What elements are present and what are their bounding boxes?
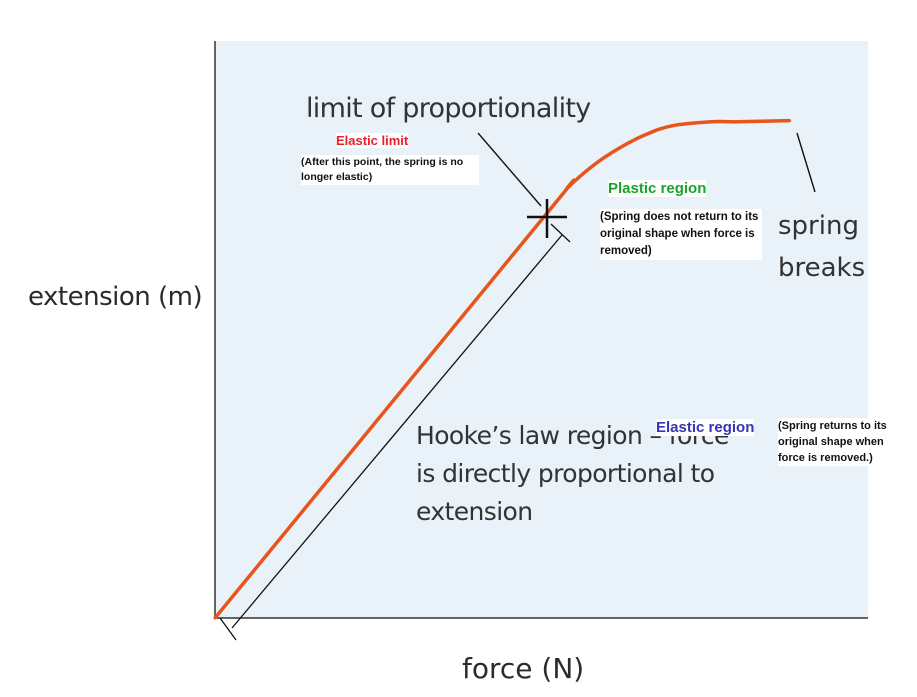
y-axis-label: extension (m) [28, 282, 203, 312]
extension-curve [213, 118, 790, 620]
curve-point-0 [213, 616, 217, 620]
elastic-region-title: Elastic region [656, 419, 755, 436]
elastic-limit-note: (After this point, the spring is no long… [301, 155, 479, 185]
curve-point-8 [735, 120, 739, 124]
curve-point-9 [788, 119, 792, 123]
plastic-region-note: (Spring does not return to its original … [600, 209, 762, 260]
spring-breaks-label: spring breaks [778, 211, 866, 283]
curve-point-2 [566, 186, 570, 190]
limit-of-proportionality-label: limit of proportionality [306, 93, 591, 124]
curve-point-7 [709, 120, 713, 124]
hookes-law-bracket-line [231, 234, 563, 629]
curve-point-5 [644, 133, 648, 136]
x-axis-label: force (N) [462, 652, 585, 685]
elastic-limit-title: Elastic limit [336, 133, 409, 148]
elastic-region-note: (Spring returns to its original shape wh… [778, 418, 903, 466]
limit-pointer-line [477, 132, 542, 207]
spring-breaks-pointer-line [796, 132, 816, 193]
curve-point-4 [618, 146, 622, 150]
plastic-region-title: Plastic region [608, 180, 707, 197]
curve-point-6 [670, 124, 674, 128]
curve-points [213, 119, 792, 620]
hookes-law-bracket-end-tick [550, 223, 571, 243]
plot-background [215, 41, 868, 618]
curve-point-1 [540, 218, 543, 222]
hookes-law-bracket-start-tick [219, 617, 237, 641]
curve-point-3 [592, 163, 596, 167]
